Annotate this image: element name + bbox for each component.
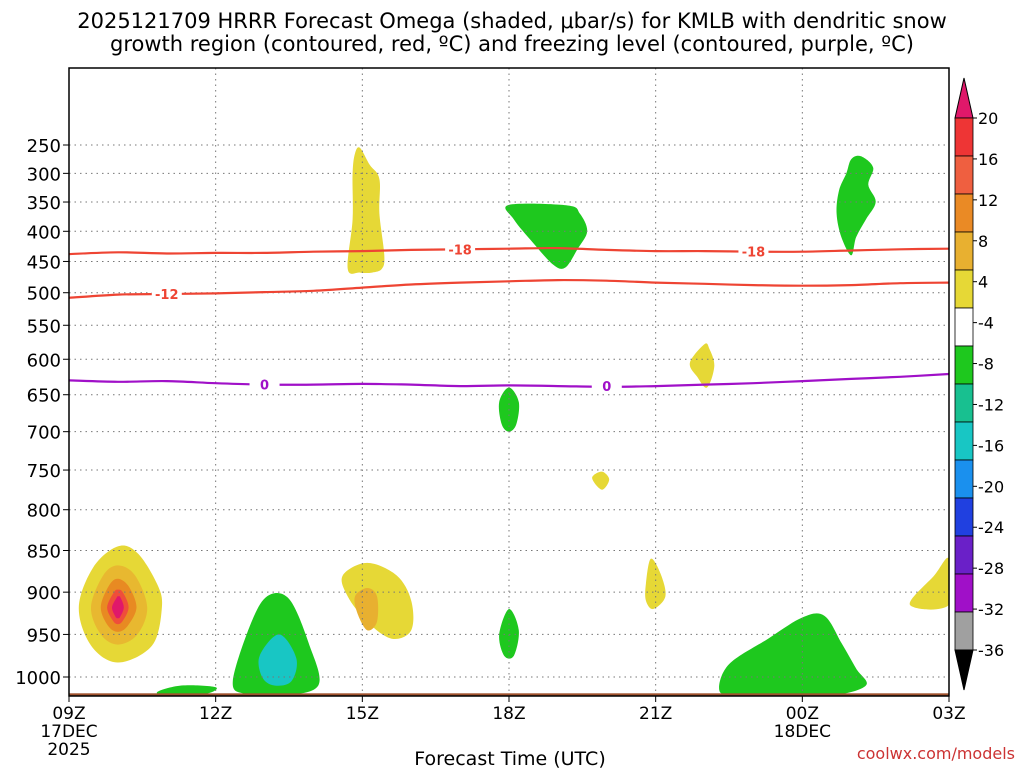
y-tick-label-600: 600 [27, 350, 61, 371]
colorbar-label-8: -16 [978, 436, 1004, 455]
colorbar-label-5: -4 [978, 314, 994, 333]
omega-neg-23z-low [719, 613, 867, 696]
colorbar-segment-6 [954, 345, 974, 385]
contour-label-bg-freezing-level-0-1 [591, 378, 622, 395]
y-tick-label-500: 500 [27, 284, 61, 305]
x-tick-label-12Z: 12Z [199, 704, 232, 724]
contour-label-dgz-minus-12-0: -12 [155, 288, 179, 303]
colorbar-segment-10 [954, 497, 974, 537]
colorbar-label-1: 16 [978, 150, 998, 169]
y-tick-label-800: 800 [27, 501, 61, 522]
y-tick-label-300: 300 [27, 164, 61, 185]
colorbar-segment-9 [954, 459, 974, 499]
contour-dgz-minus-18 [69, 246, 949, 256]
omega-neg-14z-core [258, 634, 297, 686]
credit-link[interactable]: coolwx.com/models [857, 744, 1015, 763]
omega-pos-15z-low-core [354, 588, 379, 631]
ground-strip [69, 693, 949, 696]
colorbar-segment-1 [954, 155, 974, 195]
contour-dgz-minus-12 [69, 278, 949, 299]
colorbar-label-6: -8 [978, 355, 994, 374]
chart-title-line2: growth region (contoured, red, ºC) and f… [110, 32, 914, 56]
y-tick-label-850: 850 [27, 541, 61, 562]
x-tick-label-09Z: 09Z [52, 704, 85, 724]
contour-label-dgz-minus-18-1: -18 [742, 246, 766, 261]
x-axis-label: Forecast Time (UTC) [414, 748, 605, 768]
y-tick-label-450: 450 [27, 252, 61, 273]
contour-label-dgz-minus-18-0: -18 [448, 243, 472, 258]
omega-neg-18z-mid [505, 203, 588, 269]
colorbar-top-arrow [954, 77, 974, 119]
colorbar-segment-8 [954, 421, 974, 461]
colorbar-bottom-arrow [954, 649, 974, 691]
omega-pos-03z-edge [909, 557, 949, 610]
contour-label-bg-freezing-level-0-0 [249, 376, 280, 393]
contour-label-bg-dgz-minus-18-0 [445, 241, 476, 258]
colorbar-segment-0 [954, 117, 974, 157]
y-tick-label-350: 350 [27, 193, 61, 214]
colorbar-label-7: -12 [978, 395, 1004, 414]
colorbar-segment-4 [954, 269, 974, 309]
x-tick-date-09Z: 17DEC [40, 722, 97, 742]
y-tick-label-650: 650 [27, 386, 61, 407]
x-tick-label-00Z: 00Z [786, 704, 819, 724]
x-tick-label-18Z: 18Z [492, 704, 525, 724]
omega-pos-15z-tower [347, 147, 385, 274]
colorbar-segment-2 [954, 193, 974, 233]
x-tick-label-03Z: 03Z [932, 704, 965, 724]
colorbar-label-11: -28 [978, 559, 1004, 578]
contour-label-freezing-level-0-0: 0 [260, 379, 269, 394]
x-tick-label-15Z: 15Z [346, 704, 379, 724]
omega-pos-2130z [689, 343, 715, 388]
contour-label-freezing-level-0-1: 0 [602, 380, 611, 395]
y-tick-label-900: 900 [27, 583, 61, 604]
colorbar-label-2: 12 [978, 191, 998, 210]
colorbar-label-13: -36 [978, 641, 1004, 660]
colorbar-segment-3 [954, 231, 974, 271]
colorbar-label-3: 8 [978, 232, 988, 251]
omega-pos-19z-small [592, 471, 610, 490]
colorbar-label-4: 4 [978, 273, 988, 292]
chart-title-line1: 2025121709 HRRR Forecast Omega (shaded, … [77, 9, 947, 33]
omega-pos-20z-small [645, 558, 666, 610]
contour-freezing-level-0 [69, 372, 949, 388]
contour-label-bg-dgz-minus-12-0 [151, 285, 182, 302]
y-tick-label-750: 750 [27, 461, 61, 482]
y-tick-label-550: 550 [27, 316, 61, 337]
x-tick-year-09Z: 2025 [47, 740, 90, 760]
contour-label-bg-dgz-minus-18-1 [738, 243, 769, 260]
x-tick-date-00Z: 18DEC [774, 722, 831, 742]
y-tick-label-1000: 1000 [15, 668, 61, 689]
colorbar-segment-13 [954, 611, 974, 651]
colorbar-label-9: -20 [978, 477, 1004, 496]
omega-neg-01z-tower [836, 155, 876, 256]
omega-pos-10z-core [111, 596, 124, 619]
colorbar-segment-11 [954, 535, 974, 575]
y-tick-label-700: 700 [27, 423, 61, 444]
omega-neg-17z-low [499, 608, 519, 659]
colorbar-label-0: 20 [978, 109, 998, 128]
colorbar-label-10: -24 [978, 518, 1004, 537]
y-tick-label-400: 400 [27, 222, 61, 243]
omega-neg-11z-sliver [156, 685, 217, 696]
colorbar-label-12: -32 [978, 600, 1004, 619]
colorbar-segment-12 [954, 573, 974, 613]
colorbar-segment-5 [954, 307, 974, 347]
y-tick-label-950: 950 [27, 625, 61, 646]
y-tick-label-250: 250 [27, 136, 61, 157]
colorbar-segment-7 [954, 383, 974, 423]
x-tick-label-21Z: 21Z [639, 704, 672, 724]
